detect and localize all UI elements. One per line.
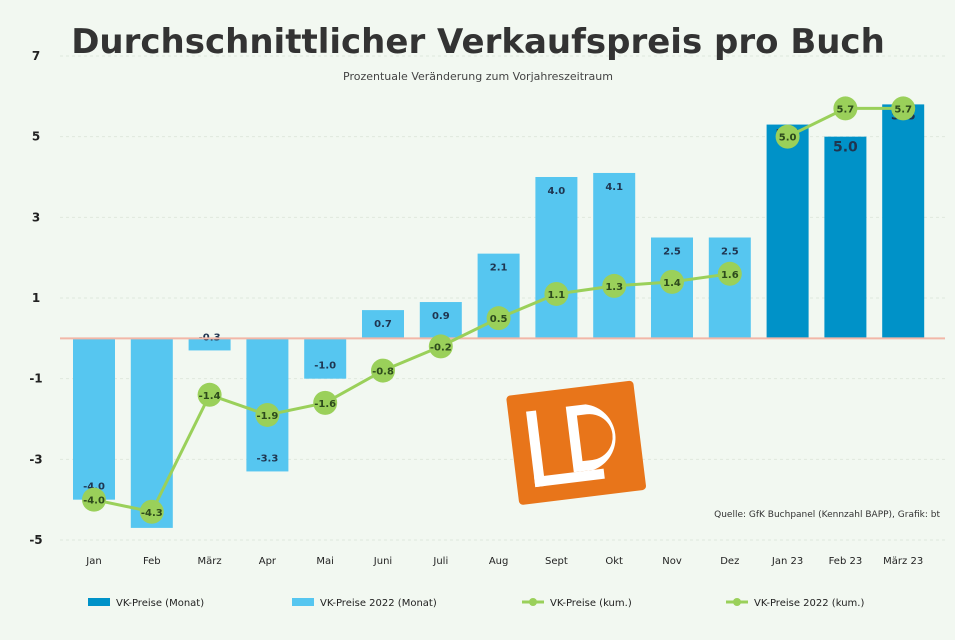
x-tick-label: Dez (720, 556, 739, 567)
chart-title: Durchschnittlicher Verkaufspreis pro Buc… (71, 22, 885, 62)
x-tick-label: Feb (143, 556, 161, 567)
bar (824, 136, 867, 339)
bar (362, 310, 404, 339)
bar (766, 124, 809, 339)
point-value-label: -1.9 (256, 411, 278, 422)
x-tick-label: Sept (545, 556, 568, 567)
line-point (544, 281, 569, 306)
point-value-label: -0.2 (430, 342, 452, 353)
logo-letter-l (526, 410, 546, 488)
point-value-label: 1.3 (605, 282, 623, 293)
bar (882, 104, 925, 339)
legend-label: VK-Preise 2022 (kum.) (754, 598, 864, 609)
x-tick-label: März 23 (883, 556, 923, 567)
point-value-label: 1.1 (548, 290, 566, 301)
point-value-label: 0.5 (490, 314, 508, 325)
y-tick-label: 7 (32, 49, 40, 63)
x-tick-label: März (198, 556, 222, 567)
x-tick-label: Apr (259, 556, 277, 567)
bar (304, 338, 347, 379)
point-value-label: 5.7 (894, 104, 912, 115)
point-value-label: 1.6 (721, 270, 739, 281)
legend-label: VK-Preise (kum.) (550, 598, 632, 609)
bar (73, 338, 115, 500)
source-note: Quelle: GfK Buchpanel (Kennzahl BAPP), G… (714, 510, 940, 520)
line-point (775, 124, 800, 149)
bar-value-label: -1.0 (314, 361, 336, 372)
logo-letter-l-base (534, 468, 605, 488)
legend-label: VK-Preise 2022 (Monat) (320, 598, 437, 609)
bar (130, 338, 173, 528)
x-tick-label: Aug (489, 556, 509, 567)
bar-value-label: 2.5 (721, 247, 739, 258)
line-point (197, 382, 222, 407)
legend-swatch (292, 598, 314, 606)
x-tick-label: Okt (605, 556, 623, 567)
legend-swatch-marker (733, 598, 741, 606)
line-point (717, 261, 742, 286)
chart-subtitle: Prozentuale Veränderung zum Vorjahreszei… (343, 70, 613, 83)
y-tick-label: -1 (29, 372, 42, 386)
x-tick-label: Jan 23 (771, 556, 803, 567)
bar-value-label: 4.0 (548, 186, 566, 197)
legend-swatch-marker (529, 598, 537, 606)
point-value-label: 5.0 (779, 133, 797, 144)
point-value-label: 1.4 (663, 278, 681, 289)
point-value-label: -0.8 (372, 367, 394, 378)
bar-value-label: 2.1 (490, 263, 508, 274)
point-value-label: -1.6 (314, 399, 336, 410)
y-tick-label: 5 (32, 130, 40, 144)
point-value-label: -4.3 (141, 508, 163, 519)
line-point (891, 96, 916, 121)
bar-value-label: -4.0 (83, 482, 105, 493)
y-axis-ticks: 7 5 3 1 -1 -3 -5 (29, 49, 42, 547)
ld-logo (506, 380, 646, 505)
point-value-label: -4.0 (83, 496, 105, 507)
line-point (371, 358, 395, 383)
x-tick-label: Feb 23 (829, 556, 863, 567)
y-tick-label: 1 (32, 291, 40, 305)
point-value-label: -1.4 (199, 391, 221, 402)
bar-value-label: 0.9 (432, 311, 450, 322)
line-point (313, 390, 338, 415)
y-tick-label: -5 (29, 533, 42, 547)
line-point (602, 273, 627, 298)
line-point (82, 487, 106, 512)
bar-value-label: 0.7 (374, 319, 392, 330)
bar (188, 338, 231, 351)
x-tick-label: Nov (662, 556, 682, 567)
bar-value-label: 5.0 (833, 140, 858, 156)
y-tick-label: 3 (32, 210, 40, 224)
line-point (139, 499, 164, 524)
line-point (486, 306, 511, 331)
bar (419, 302, 462, 339)
bar-value-label: -3.3 (256, 453, 278, 464)
bar-value-label: 4.1 (605, 182, 623, 193)
bar (535, 177, 578, 339)
line-point (428, 334, 453, 359)
legend-label: VK-Preise (Monat) (116, 598, 204, 609)
x-tick-label: Jan (85, 556, 101, 567)
line-point (660, 269, 684, 294)
x-tick-label: Juni (373, 556, 392, 567)
line-point (255, 402, 280, 427)
x-tick-label: Juli (432, 556, 448, 567)
x-axis-ticks: Jan Feb März Apr Mai Juni Juli Aug Sept Okt Nov Dez… (85, 556, 923, 567)
series-lines: 5.0 5.7 5.7 -4.0 -4.3 -1.4 -1.9 -1.6 -0.8 -0.2 0.5… (82, 96, 916, 524)
bar-value-label: 2.5 (663, 247, 681, 258)
line-point (833, 96, 858, 121)
point-value-label: 5.7 (837, 104, 855, 115)
bar (593, 172, 636, 339)
bar (708, 237, 751, 339)
x-tick-label: Mai (316, 556, 334, 567)
legend-swatch (88, 598, 110, 606)
legend: VK-Preise (Monat) VK-Preise 2022 (Monat) V… (88, 598, 864, 609)
y-tick-label: -3 (29, 452, 42, 466)
logo-letter-d (565, 404, 616, 473)
